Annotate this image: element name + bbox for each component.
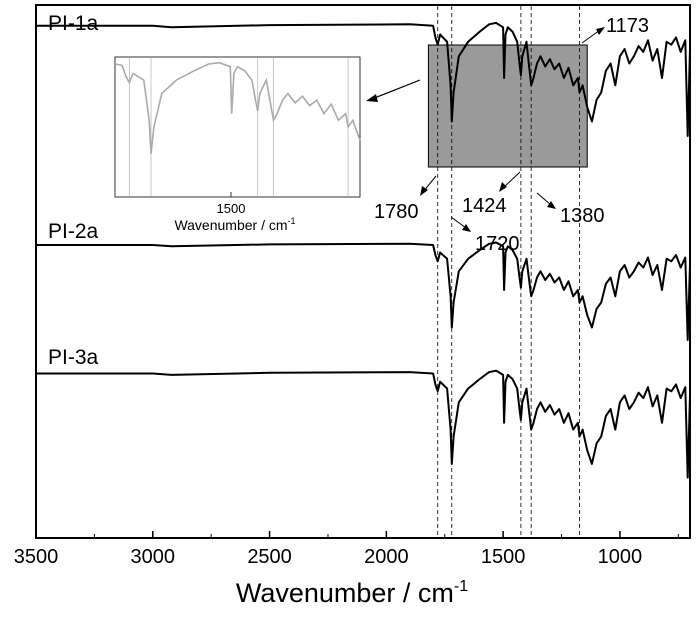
svg-text:1780: 1780 <box>374 201 419 223</box>
inset-spectrum <box>114 61 361 154</box>
x-tick-label-1500: 1500 <box>481 546 526 568</box>
inset-arrow <box>371 79 421 100</box>
inset-arrow-head <box>366 94 378 102</box>
svg-text:1720: 1720 <box>475 233 520 255</box>
svg-text:1424: 1424 <box>462 195 507 217</box>
annotation-1173: 1173 <box>581 15 649 44</box>
series-label-pi-1a: PI-1a <box>48 12 99 35</box>
inset-frame <box>114 56 361 198</box>
inset-xlabel: Wavenumber / cm-1 <box>174 216 295 233</box>
x-tick-label-3500: 3500 <box>14 546 59 568</box>
annotation-1424: 1424 <box>462 171 521 217</box>
annotation-1380: 1380 <box>536 192 605 227</box>
inset-tick-label-1500: 1500 <box>217 201 246 216</box>
annotation-1720: 1720 <box>450 216 520 255</box>
series-label-pi-2a: PI-2a <box>48 220 99 243</box>
svg-text:1380: 1380 <box>560 205 605 227</box>
series-group <box>36 21 691 479</box>
x-axis-label: Wavenumber / cm-1 <box>236 578 468 608</box>
series-line-pi-3a <box>36 369 691 479</box>
series-label-pi-3a: PI-3a <box>48 346 99 369</box>
x-tick-label-2500: 2500 <box>247 546 292 568</box>
x-tick-label-3000: 3000 <box>131 546 176 568</box>
series-line-pi-1a <box>36 21 691 137</box>
x-tick-label-1000: 1000 <box>598 546 643 568</box>
svg-text:1173: 1173 <box>606 15 649 37</box>
x-tick-label-2000: 2000 <box>364 546 409 568</box>
annotation-1780: 1780 <box>374 175 437 223</box>
x-axis-ticks: 3500 3000 2500 2000 1500 1000 <box>14 531 679 568</box>
series-line-pi-2a <box>36 241 691 341</box>
